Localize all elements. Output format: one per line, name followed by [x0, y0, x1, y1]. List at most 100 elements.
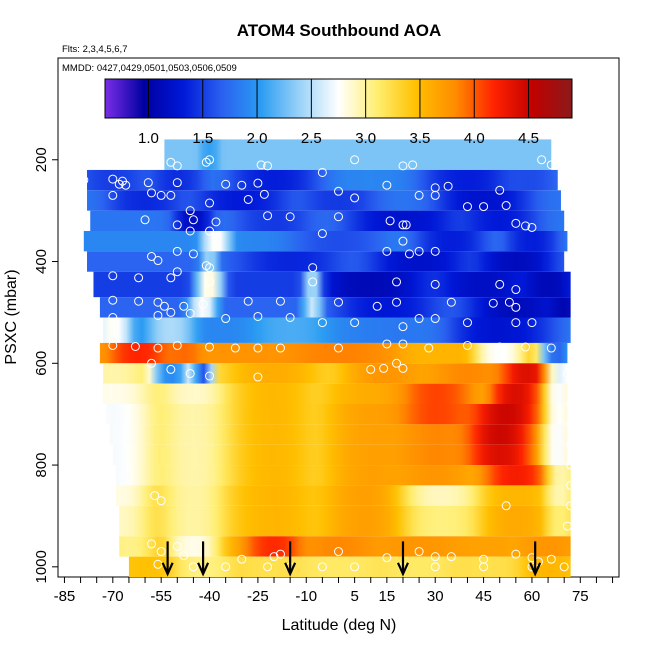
sample-point [521, 221, 530, 231]
sample-point [350, 155, 360, 165]
sample-point [559, 562, 569, 572]
y-tick-label: 400 [33, 249, 50, 274]
sample-point [185, 368, 195, 378]
sample-points [79, 155, 576, 572]
sample-point [334, 547, 343, 557]
sample-point [159, 301, 169, 311]
y-tick-label: 800 [33, 453, 50, 478]
sample-point [443, 181, 453, 191]
sample-point [172, 267, 182, 277]
sample-point [566, 419, 576, 429]
sample-point [108, 174, 118, 184]
sample-point [462, 318, 472, 328]
colorbar-tick-label: 1.0 [138, 130, 159, 147]
heatmap-band [87, 251, 565, 272]
sample-point [414, 190, 424, 200]
sample-point [143, 178, 153, 188]
sample-point [398, 322, 408, 332]
sample-point [488, 298, 498, 308]
sample-point [188, 562, 198, 572]
sample-point [185, 226, 195, 236]
flight-arrow-head [284, 562, 297, 577]
sample-point [566, 440, 576, 450]
sample-point [372, 301, 382, 311]
sample-point [546, 160, 556, 170]
sample-point [172, 340, 182, 350]
sample-point [511, 302, 521, 312]
flight-arrow [396, 541, 409, 577]
heatmap-band [119, 505, 571, 537]
heatmap [83, 139, 571, 577]
sample-point [350, 562, 360, 572]
sample-point [172, 541, 182, 551]
sample-point [392, 358, 402, 368]
sample-point [253, 372, 263, 382]
x-tick-label: -55 [150, 588, 172, 605]
sample-point [263, 211, 273, 221]
sample-point [501, 201, 511, 211]
heatmap-band [103, 363, 568, 384]
sample-point [121, 180, 131, 190]
sample-point [511, 285, 521, 295]
flight-arrow-head [529, 562, 542, 577]
sample-point [172, 246, 182, 256]
sample-point [430, 314, 440, 324]
sample-point [205, 342, 215, 352]
y-tick-label: 200 [33, 147, 50, 172]
sample-point [185, 308, 195, 318]
flight-arrow [284, 541, 297, 577]
sample-point [414, 547, 424, 557]
sample-point [398, 220, 408, 230]
x-tick-label: 75 [572, 588, 589, 605]
sample-point [537, 155, 547, 165]
sample-point [501, 501, 511, 511]
sample-point [150, 491, 160, 501]
sample-point [108, 340, 118, 350]
sample-point [179, 301, 189, 311]
sample-point [243, 194, 253, 204]
colorbar-ticks: 1.0 1.5 2.0 2.5 3.0 3.5 4.0 4.5 [138, 79, 539, 147]
sample-point [205, 263, 215, 273]
x-axis: -85 -70 -55 -40 -25 -10 5 15 30 45 60 75 [54, 577, 614, 605]
sample-point [511, 318, 521, 328]
x-tick-label: -70 [102, 588, 124, 605]
sample-point [108, 295, 118, 305]
sample-point [334, 212, 343, 222]
sample-point [398, 339, 408, 349]
y-tick-label: 1000 [33, 550, 50, 583]
sample-point [398, 363, 408, 373]
sample-point [392, 297, 402, 307]
x-tick-label: 5 [350, 588, 358, 605]
flight-arrow-head [197, 562, 210, 577]
flight-arrow-head [161, 562, 174, 577]
sample-point [130, 342, 140, 352]
sample-point [166, 364, 176, 374]
x-tick-label: -10 [295, 588, 317, 605]
sample-point [430, 562, 440, 572]
sample-point [221, 562, 231, 572]
heatmap-band [116, 465, 571, 486]
sample-point [172, 161, 182, 171]
heatmap-band [103, 317, 571, 343]
sample-point [275, 343, 285, 353]
sample-point [140, 215, 150, 225]
heatmap-band [164, 139, 552, 170]
x-axis-title: Latitude (deg N) [282, 617, 397, 634]
y-tick-label: 600 [33, 351, 50, 376]
sample-point [430, 279, 440, 289]
sample-point [334, 343, 343, 353]
colorbar-gradient [104, 78, 573, 119]
sample-point [566, 501, 576, 511]
sample-point [147, 358, 156, 368]
sample-point [205, 155, 215, 165]
x-tick-label: -25 [247, 588, 269, 605]
heatmap-band [99, 342, 568, 364]
sample-point [511, 218, 521, 228]
sample-point [317, 167, 327, 177]
sample-point [237, 180, 247, 190]
chart-annotation: MMDD: 0427,0429,0501,0503,0506,0509 [62, 63, 237, 74]
flight-arrow [529, 541, 542, 577]
sample-point [108, 313, 118, 322]
sample-point [382, 339, 392, 349]
